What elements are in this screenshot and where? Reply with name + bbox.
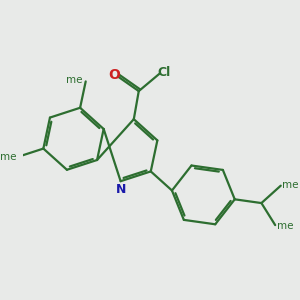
Text: me: me	[277, 221, 293, 231]
Text: me: me	[66, 75, 83, 85]
Text: me: me	[0, 152, 16, 162]
Text: N: N	[116, 183, 126, 196]
Text: me: me	[282, 180, 298, 190]
Text: O: O	[109, 68, 120, 82]
Text: Cl: Cl	[158, 66, 171, 79]
